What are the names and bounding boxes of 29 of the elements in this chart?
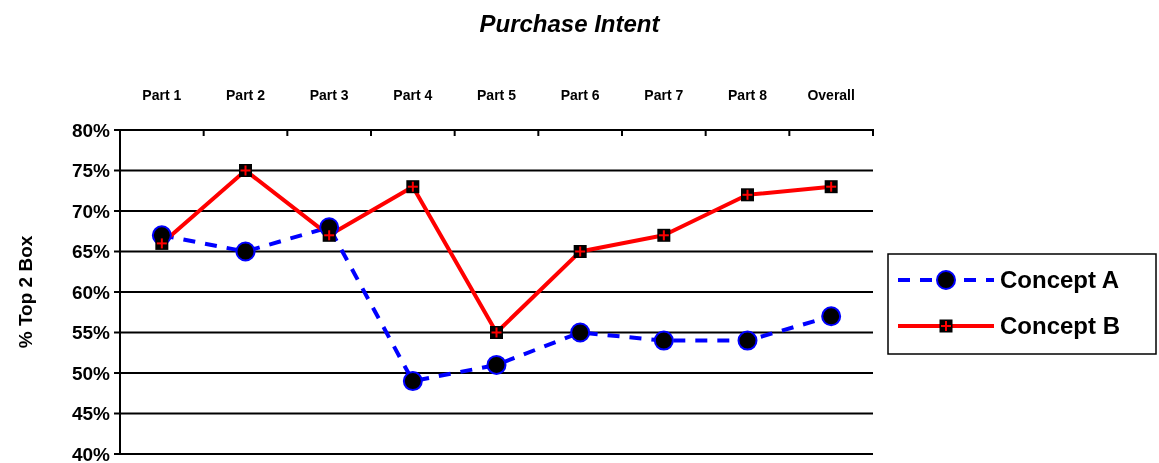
point (570, 322, 591, 343)
y-tick-label: 40% (71, 443, 111, 463)
x-tick-label: Overall (807, 87, 855, 103)
x-tick-label: Part 4 (393, 87, 433, 103)
x-tick-label: Part 2 (226, 87, 266, 103)
y-tick-label: 65% (71, 241, 111, 263)
x-tick-label: Part 8 (728, 87, 768, 103)
x-tick-label: Part 6 (560, 87, 600, 103)
point (821, 306, 842, 327)
y-tick-label: 75% (71, 160, 111, 182)
point (235, 241, 256, 262)
legend-label: Concept B (1000, 312, 1120, 340)
y-tick-label: 70% (71, 200, 111, 222)
point (402, 371, 423, 392)
y-tick-label: 55% (71, 322, 111, 344)
y-tick-label: 50% (71, 362, 111, 384)
x-tick-label: Part 5 (477, 87, 517, 103)
x-tick-label: Part 1 (142, 87, 182, 103)
y-tick-label: 45% (71, 403, 111, 425)
point (653, 330, 674, 351)
y-tick-label: 80% (71, 119, 111, 141)
x-tick-label: Part 7 (644, 87, 684, 103)
y-tick-label: 60% (71, 281, 111, 303)
point (737, 330, 758, 351)
y-axis-title: % Top 2 Box (15, 235, 36, 349)
chart-title: Purchase Intent (479, 10, 661, 37)
x-tick-label: Part 3 (309, 87, 349, 103)
legend-label: Concept A (1000, 266, 1120, 294)
point (486, 354, 507, 375)
